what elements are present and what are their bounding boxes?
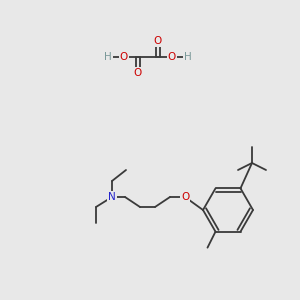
Text: H: H <box>184 52 192 62</box>
Text: O: O <box>120 52 128 62</box>
Text: N: N <box>108 192 116 202</box>
Text: O: O <box>168 52 176 62</box>
Text: O: O <box>154 36 162 46</box>
Text: H: H <box>104 52 112 62</box>
Text: O: O <box>134 68 142 78</box>
Text: O: O <box>181 192 189 202</box>
